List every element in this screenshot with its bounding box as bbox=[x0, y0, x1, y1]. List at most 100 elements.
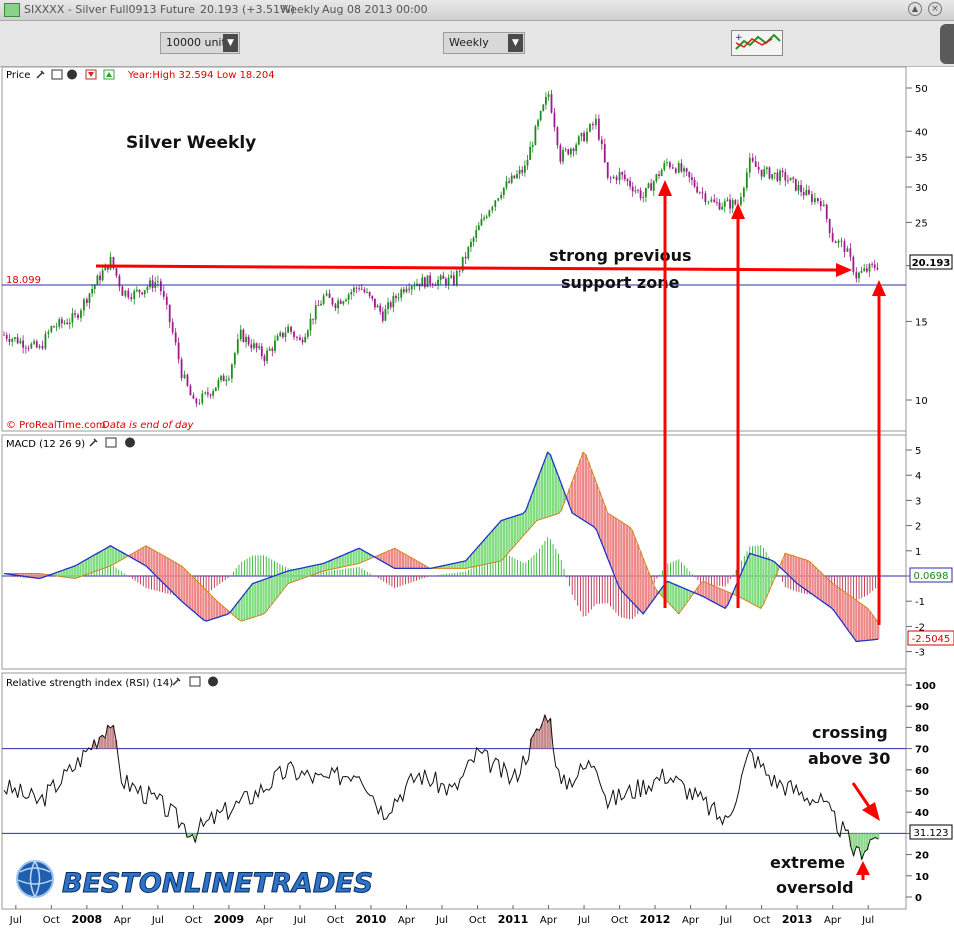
rsi-last-value: 31.123 bbox=[914, 828, 949, 839]
price-candle bbox=[572, 147, 575, 157]
support-annotation-line2: support zone bbox=[561, 273, 680, 292]
price-candle bbox=[450, 270, 453, 280]
price-candle bbox=[83, 297, 85, 317]
price-candle bbox=[811, 190, 813, 206]
price-candle bbox=[652, 179, 655, 197]
price-candle bbox=[424, 276, 426, 289]
price-candle bbox=[96, 274, 99, 285]
price-candle bbox=[201, 389, 204, 406]
price-candle bbox=[680, 159, 683, 174]
price-candle bbox=[779, 168, 781, 186]
price-candle bbox=[91, 283, 94, 297]
price-candle bbox=[384, 304, 387, 322]
rsi-y-tick-label: 70 bbox=[915, 745, 929, 756]
price-candle bbox=[575, 142, 578, 155]
x-tick-label: 2008 bbox=[72, 913, 103, 926]
price-candle bbox=[701, 187, 704, 200]
price-candle bbox=[559, 143, 562, 165]
collapse-icon[interactable]: ▲ bbox=[908, 2, 922, 16]
price-candle bbox=[828, 218, 831, 238]
price-candle bbox=[660, 168, 663, 177]
price-candle bbox=[734, 198, 737, 206]
price-candle bbox=[718, 198, 721, 211]
x-tick-label: Jul bbox=[435, 915, 448, 926]
rsi-y-tick-label: 20 bbox=[915, 851, 929, 862]
remove-icon[interactable] bbox=[67, 69, 77, 80]
price-candle bbox=[704, 191, 707, 206]
macd-panel-header: MACD (12 26 9) bbox=[6, 437, 135, 450]
price-candle bbox=[271, 346, 274, 357]
price-candle bbox=[296, 335, 298, 341]
price-candle bbox=[688, 171, 691, 183]
price-candle bbox=[16, 333, 19, 345]
price-candle bbox=[276, 333, 279, 341]
x-tick-label: Oct bbox=[327, 915, 344, 926]
price-candle bbox=[279, 330, 282, 338]
macd-y-tick-label: -1 bbox=[915, 597, 925, 608]
price-candle bbox=[442, 271, 445, 279]
x-tick-label: Apr bbox=[540, 915, 558, 926]
oversold-annotation-line2: oversold bbox=[776, 878, 854, 897]
price-candle bbox=[314, 300, 317, 325]
price-candle bbox=[542, 103, 545, 112]
price-candle bbox=[124, 290, 127, 299]
price-candle bbox=[789, 177, 792, 181]
price-candle bbox=[206, 387, 209, 398]
macd-y-tick-label: 1 bbox=[915, 547, 921, 558]
price-candle bbox=[212, 388, 215, 399]
price-panel-header: Price Year:High 32.594 Low 18.204 bbox=[6, 69, 275, 81]
chevron-down-icon: ▼ bbox=[508, 34, 523, 52]
year-high-low: Year:High 32.594 Low 18.204 bbox=[127, 70, 275, 81]
price-candle bbox=[236, 333, 239, 356]
indicators-button[interactable]: + bbox=[731, 30, 783, 56]
window-icon[interactable] bbox=[189, 676, 201, 687]
price-candle bbox=[452, 271, 455, 287]
price-candle bbox=[371, 295, 374, 301]
rsi-line bbox=[3, 713, 879, 861]
timeframe-select[interactable]: Weekly ▼ bbox=[443, 32, 525, 54]
price-candle bbox=[631, 182, 634, 197]
price-candle bbox=[843, 238, 846, 258]
rsi-last-box bbox=[909, 824, 953, 840]
price-candle bbox=[14, 336, 16, 342]
price-candle bbox=[771, 173, 774, 181]
close-icon[interactable]: × bbox=[928, 2, 942, 16]
units-select[interactable]: 10000 units ▼ bbox=[160, 32, 240, 54]
price-candle bbox=[11, 337, 14, 347]
price-candle bbox=[447, 274, 450, 290]
price-candle bbox=[600, 135, 603, 150]
price-candle bbox=[531, 141, 534, 153]
price-candle bbox=[143, 289, 146, 298]
macd-y-tick-label: 2 bbox=[915, 522, 921, 533]
price-candle bbox=[71, 307, 74, 328]
remove-icon[interactable] bbox=[125, 437, 135, 448]
units-select-value: 10000 units bbox=[166, 36, 232, 49]
price-candle bbox=[38, 343, 41, 350]
price-candle bbox=[858, 271, 860, 283]
price-candle bbox=[794, 178, 797, 192]
price-candle bbox=[331, 297, 334, 307]
price-candle bbox=[183, 370, 186, 380]
crossing-arrow bbox=[851, 782, 872, 809]
window-icon[interactable] bbox=[51, 69, 63, 80]
price-candle bbox=[502, 187, 505, 199]
timeframe-select-value: Weekly bbox=[449, 36, 489, 49]
window-icon[interactable] bbox=[105, 437, 117, 448]
price-candle bbox=[115, 267, 118, 278]
side-panel-button[interactable] bbox=[940, 24, 954, 64]
last-price-box bbox=[909, 254, 953, 270]
price-candle bbox=[760, 169, 763, 180]
price-candle bbox=[808, 185, 810, 196]
remove-icon[interactable] bbox=[208, 676, 218, 687]
x-tick-label: 2012 bbox=[640, 913, 671, 926]
price-candle bbox=[754, 155, 757, 168]
price-candle bbox=[358, 284, 361, 292]
price-candle bbox=[24, 345, 27, 354]
price-candle bbox=[523, 160, 526, 177]
price-candle bbox=[220, 375, 222, 383]
price-candle bbox=[668, 160, 671, 170]
price-candle bbox=[320, 300, 322, 306]
price-candle bbox=[813, 193, 816, 205]
price-candle bbox=[639, 187, 642, 201]
x-tick-label: 2009 bbox=[214, 913, 245, 926]
